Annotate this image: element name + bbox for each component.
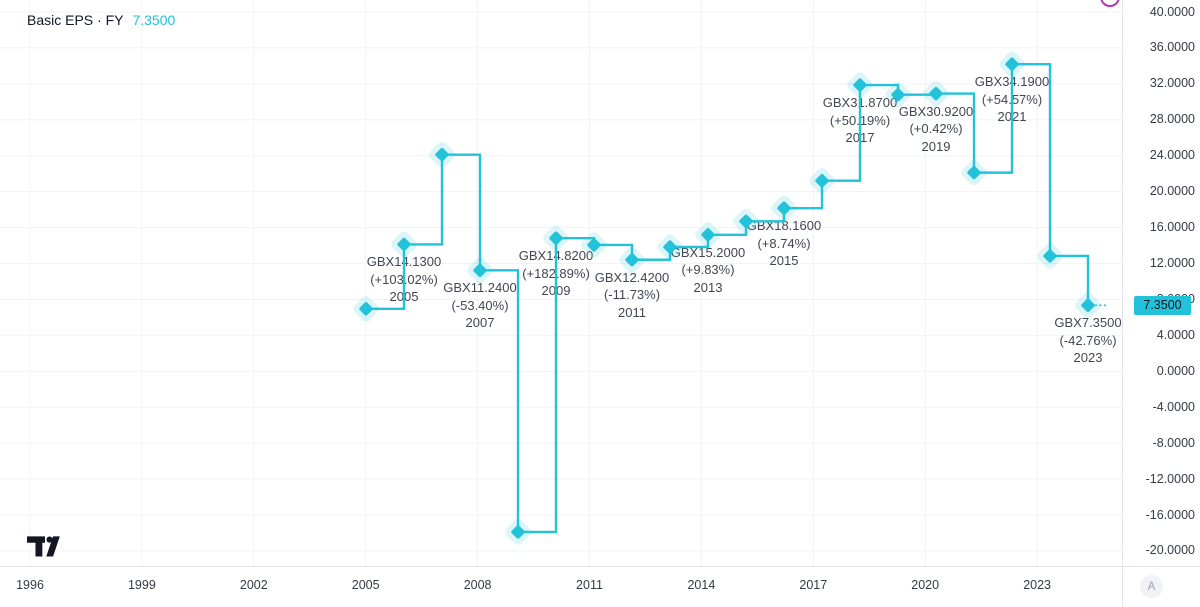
- last-price-tag: 7.3500: [1134, 295, 1191, 315]
- price-axis-border: [1122, 0, 1123, 607]
- price-axis-label: 40.0000: [1149, 4, 1195, 19]
- time-axis-label: 2002: [239, 578, 268, 592]
- time-axis-label: 1999: [127, 578, 156, 592]
- tradingview-logo-icon[interactable]: [27, 536, 63, 558]
- time-axis-label: 1996: [16, 578, 44, 592]
- price-axis-label: 4.0000: [1156, 327, 1195, 342]
- time-axis-label: 2008: [463, 578, 492, 592]
- series-value: 7.3500: [132, 12, 176, 28]
- price-axis-label: -16.0000: [1145, 507, 1195, 522]
- price-axis-label: -4.0000: [1152, 399, 1195, 414]
- price-axis-label: 36.0000: [1149, 40, 1195, 55]
- time-axis-label: 2017: [799, 578, 828, 592]
- time-axis-label: 2005: [351, 578, 380, 592]
- time-axis-border: [0, 566, 1200, 567]
- series-title: Basic EPS · FY: [27, 12, 124, 28]
- price-axis-label: 20.0000: [1149, 184, 1195, 199]
- point-label-2023: GBX7.3500 (-42.76%) 2023: [1054, 315, 1122, 366]
- point-label-2015: GBX18.1600 (+8.74%) 2015: [746, 218, 822, 269]
- time-axis-label: 2023: [1023, 578, 1051, 592]
- price-axis-label: -8.0000: [1152, 435, 1195, 450]
- series-legend[interactable]: Basic EPS · FY 7.3500: [27, 12, 175, 28]
- price-axis-label: 12.0000: [1149, 256, 1195, 271]
- time-axis-label: 2014: [687, 578, 716, 592]
- point-label-2021: GBX34.1900 (+54.57%) 2021: [974, 74, 1050, 125]
- time-axis-label: 2011: [576, 578, 603, 592]
- price-axis-label: 32.0000: [1149, 76, 1195, 91]
- price-axis-label: -20.0000: [1145, 543, 1195, 558]
- auto-scale-button[interactable]: A: [1140, 575, 1163, 598]
- indicator-dot-icon[interactable]: [1096, 0, 1126, 12]
- time-axis-label: 2020: [911, 578, 940, 592]
- price-axis-label: -12.0000: [1145, 471, 1195, 486]
- price-axis-label: 28.0000: [1149, 112, 1195, 127]
- price-axis-label: 16.0000: [1149, 220, 1195, 235]
- price-axis-label: 0.0000: [1156, 363, 1195, 378]
- price-axis-label: 24.0000: [1149, 148, 1195, 163]
